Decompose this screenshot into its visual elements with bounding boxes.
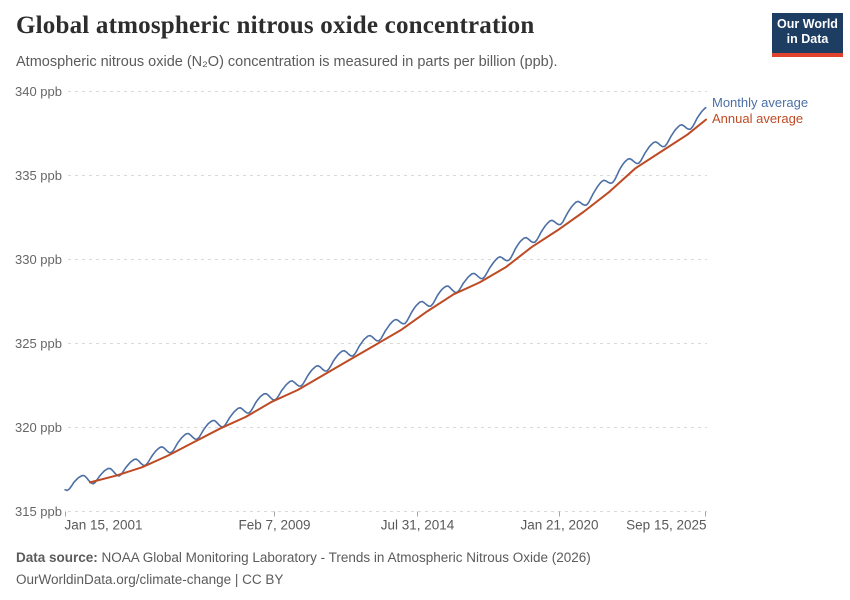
y-axis-label: 315 ppb bbox=[15, 504, 62, 519]
chart-title: Global atmospheric nitrous oxide concent… bbox=[16, 12, 535, 39]
chart-footer: Data source: NOAA Global Monitoring Labo… bbox=[16, 547, 591, 591]
license-line[interactable]: OurWorldinData.org/climate-change | CC B… bbox=[16, 572, 284, 587]
y-axis-label: 340 ppb bbox=[15, 84, 62, 99]
monthly-average-line[interactable] bbox=[64, 106, 707, 492]
x-axis-label: Jul 31, 2014 bbox=[381, 518, 455, 533]
data-source-label: Data source: bbox=[16, 550, 98, 565]
x-axis-label: Jan 21, 2020 bbox=[520, 518, 598, 533]
data-source-line: Data source: NOAA Global Monitoring Labo… bbox=[16, 547, 591, 569]
annual-average-line[interactable] bbox=[89, 118, 707, 484]
legend-item-annual-average[interactable]: Annual average bbox=[712, 110, 804, 126]
y-axis-label: 320 ppb bbox=[15, 420, 62, 435]
y-axis-label: 325 ppb bbox=[15, 336, 62, 351]
y-axis-label: 335 ppb bbox=[15, 168, 62, 183]
owid-logo[interactable]: Our World in Data bbox=[772, 13, 843, 57]
owid-logo-line1: Our World bbox=[777, 17, 838, 31]
x-axis-label: Sep 15, 2025 bbox=[626, 518, 706, 533]
chart-subtitle: Atmospheric nitrous oxide (N₂O) concentr… bbox=[16, 54, 558, 70]
chart-legend: Monthly average Annual average bbox=[712, 95, 808, 126]
x-axis-label: Jan 15, 2001 bbox=[65, 518, 143, 533]
legend-item-monthly-average[interactable]: Monthly average bbox=[712, 95, 809, 110]
y-axis-label: 330 ppb bbox=[15, 252, 62, 267]
data-source-text: NOAA Global Monitoring Laboratory - Tren… bbox=[101, 550, 591, 565]
x-axis-label: Feb 7, 2009 bbox=[238, 518, 310, 533]
owid-logo-line2: in Data bbox=[786, 32, 829, 46]
